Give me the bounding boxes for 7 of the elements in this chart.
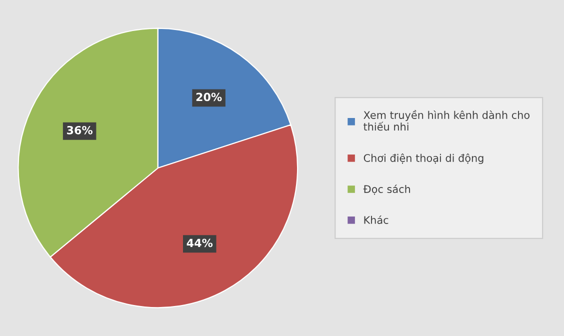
legend-label: Khác [364,215,388,224]
data-label: 44% [186,238,213,248]
legend-label: Đọc sách [363,184,410,195]
legend-label: Chơi điện thoại di động [364,153,484,164]
legend-label: Xem truyền hình kênh dành cho thiếu nhi [364,110,530,131]
data-label: 20% [196,92,222,102]
data-label: 36% [67,126,93,134]
